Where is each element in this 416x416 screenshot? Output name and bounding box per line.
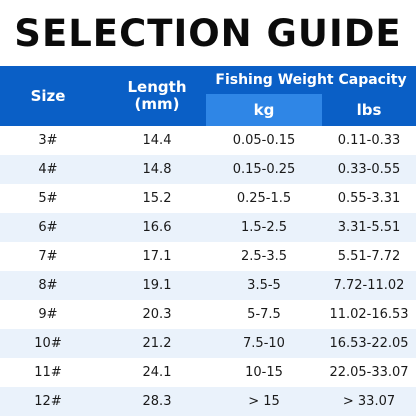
cell-kg: 7.5-10	[243, 336, 285, 351]
cell-kg: > 15	[248, 394, 280, 409]
cell-size: 5#	[38, 191, 58, 206]
cell-length: 21.2	[142, 336, 172, 351]
table-row: 3# 14.4 0.05-0.15 0.11-0.33	[0, 126, 416, 155]
cell-size: 4#	[38, 162, 58, 177]
table-row: 11# 24.1 10-15 22.05-33.07	[0, 358, 416, 387]
cell-kg: 10-15	[245, 365, 283, 380]
cell-length: 16.6	[142, 220, 172, 235]
table-row: 12# 28.3 > 15 > 33.07	[0, 387, 416, 416]
cell-kg: 3.5-5	[247, 278, 281, 293]
cell-size: 7#	[38, 249, 58, 264]
cell-lbs: 0.33-0.55	[337, 162, 401, 177]
cell-length: 17.1	[142, 249, 172, 264]
table-header: Size Length (mm) Fishing Weight Capacity…	[0, 66, 416, 126]
header-size: Size	[30, 87, 66, 105]
table-row: 4# 14.8 0.15-0.25 0.33-0.55	[0, 155, 416, 184]
cell-lbs: 16.53-22.05	[329, 336, 409, 351]
cell-lbs: 22.05-33.07	[329, 365, 409, 380]
cell-kg: 0.05-0.15	[232, 133, 296, 148]
cell-lbs: > 33.07	[342, 394, 396, 409]
table-row: 7# 17.1 2.5-3.5 5.51-7.72	[0, 242, 416, 271]
header-kg: kg	[206, 94, 322, 126]
selection-table: Size Length (mm) Fishing Weight Capacity…	[0, 66, 416, 416]
cell-kg: 5-7.5	[247, 307, 281, 322]
cell-kg: 0.15-0.25	[232, 162, 296, 177]
table-row: 10# 21.2 7.5-10 16.53-22.05	[0, 329, 416, 358]
page-title: SELECTION GUIDE	[14, 11, 402, 55]
cell-size: 12#	[34, 394, 62, 409]
cell-size: 6#	[38, 220, 58, 235]
table-row: 6# 16.6 1.5-2.5 3.31-5.51	[0, 213, 416, 242]
header-length-unit: (mm)	[134, 95, 180, 113]
header-length: Length (mm)	[108, 66, 206, 126]
table-body: 3# 14.4 0.05-0.15 0.11-0.33 4# 14.8 0.15…	[0, 126, 416, 416]
cell-lbs: 5.51-7.72	[337, 249, 401, 264]
header-capacity: Fishing Weight Capacity	[215, 72, 407, 88]
cell-size: 3#	[38, 133, 58, 148]
cell-kg: 1.5-2.5	[240, 220, 288, 235]
cell-length: 20.3	[142, 307, 172, 322]
cell-length: 14.8	[142, 162, 172, 177]
header-length-label: Length	[127, 78, 187, 96]
cell-kg: 0.25-1.5	[236, 191, 292, 206]
cell-size: 9#	[38, 307, 58, 322]
cell-length: 15.2	[142, 191, 172, 206]
cell-lbs: 0.55-3.31	[337, 191, 401, 206]
cell-size: 8#	[38, 278, 58, 293]
cell-lbs: 3.31-5.51	[337, 220, 401, 235]
table-row: 8# 19.1 3.5-5 7.72-11.02	[0, 271, 416, 300]
cell-length: 28.3	[142, 394, 172, 409]
cell-length: 19.1	[142, 278, 172, 293]
table-row: 9# 20.3 5-7.5 11.02-16.53	[0, 300, 416, 329]
cell-lbs: 11.02-16.53	[329, 307, 409, 322]
cell-length: 14.4	[142, 133, 172, 148]
table-row: 5# 15.2 0.25-1.5 0.55-3.31	[0, 184, 416, 213]
cell-lbs: 0.11-0.33	[337, 133, 401, 148]
header-lbs: lbs	[356, 101, 382, 119]
cell-size: 11#	[34, 365, 62, 380]
cell-lbs: 7.72-11.02	[333, 278, 405, 293]
cell-length: 24.1	[142, 365, 172, 380]
cell-kg: 2.5-3.5	[240, 249, 288, 264]
cell-size: 10#	[34, 336, 62, 351]
